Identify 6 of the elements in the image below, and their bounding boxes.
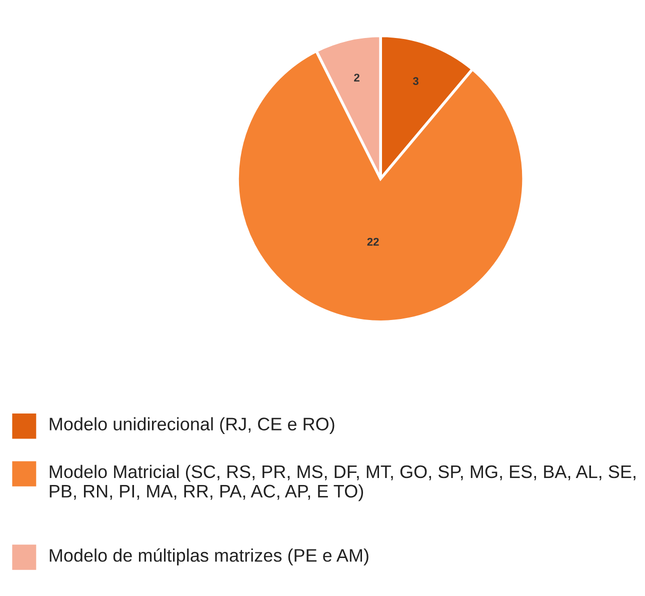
legend-label: Modelo Matricial (SC, RS, PR, MS, DF, MT, GO, SP, MG, ES, BA, AL, SE, PB, RN, PI, MA, RR, PA, AC, AP, E TO) <box>50 464 636 502</box>
data-label: 2 <box>354 74 360 82</box>
data-label: 3 <box>412 77 418 86</box>
data-label: 22 <box>367 238 379 246</box>
legend-label: Modelo unidirecional (RJ, CE e RO) <box>50 417 334 434</box>
legend-label: Modelo de múltiplas matrizes (PE e AM) <box>50 548 368 566</box>
